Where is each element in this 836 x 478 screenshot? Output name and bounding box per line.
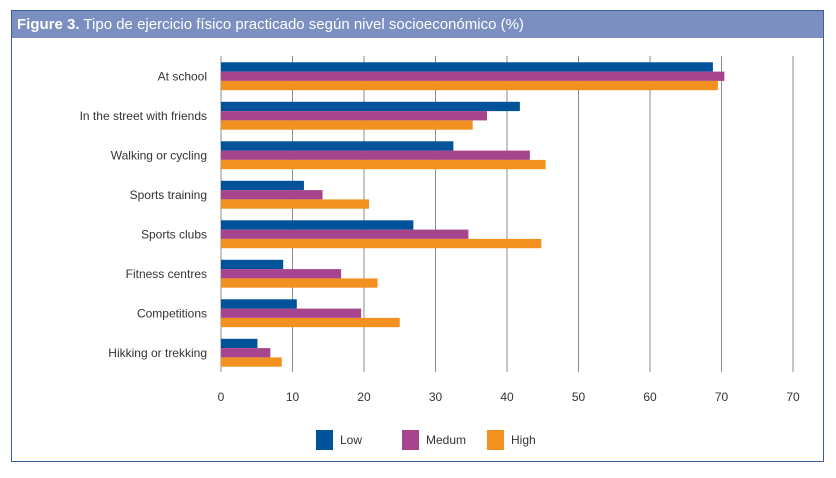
bar-high	[221, 159, 546, 170]
bar-low	[221, 220, 414, 230]
bar-low	[221, 101, 520, 112]
figure-title: Figure 3. Tipo de ejercicio físico pract…	[12, 11, 823, 38]
x-tick-label: 60	[643, 390, 657, 404]
bar-low	[221, 141, 454, 151]
category-label: Sports training	[130, 188, 207, 202]
bar-medum	[221, 150, 530, 160]
bar-low	[221, 62, 713, 72]
figure-label: Figure 3.	[17, 16, 80, 33]
bar-medum	[221, 71, 725, 81]
bar-high	[221, 199, 370, 209]
bar-low	[221, 259, 284, 270]
bar-low	[221, 338, 258, 349]
category-label: Fitness centres	[126, 267, 207, 281]
category-label: Competitions	[137, 306, 207, 320]
x-tick-label: 30	[429, 390, 443, 404]
category-label: At school	[158, 69, 207, 83]
bar-high	[221, 357, 282, 367]
bar-low	[221, 180, 304, 191]
x-tick-label: 70	[786, 390, 800, 404]
bar-high	[221, 120, 473, 130]
bar-medum	[221, 190, 323, 200]
x-tick-label: 40	[500, 390, 514, 404]
bar-high	[221, 238, 542, 249]
category-label: In the street with friends	[80, 109, 207, 123]
bar-high	[221, 317, 400, 328]
bar-medum	[221, 348, 271, 358]
x-tick-label: 20	[357, 390, 371, 404]
x-tick-label: 0	[218, 390, 225, 404]
legend-label: High	[511, 433, 536, 447]
legend-swatch-low	[316, 430, 333, 450]
legend-swatch-high	[487, 430, 504, 450]
x-tick-label: 50	[572, 390, 586, 404]
bar-high	[221, 278, 378, 288]
bar-high	[221, 80, 718, 91]
x-tick-label: 10	[286, 390, 300, 404]
x-tick-label: 70	[715, 390, 729, 404]
figure-frame: Figure 3. Tipo de ejercicio físico pract…	[11, 10, 824, 462]
legend-label: Medum	[426, 433, 466, 447]
bar-medum	[221, 229, 469, 239]
category-label: Walking or cycling	[111, 148, 207, 162]
bar-low	[221, 299, 297, 309]
legend-label: Low	[340, 433, 362, 447]
category-label: Hikking or trekking	[108, 346, 207, 360]
bar-medum	[221, 269, 342, 279]
figure-title-text: Tipo de ejercicio físico practicado segú…	[83, 16, 524, 33]
category-label: Sports clubs	[141, 227, 207, 241]
bar-medum	[221, 111, 487, 121]
legend-swatch-medum	[402, 430, 419, 450]
bar-medum	[221, 308, 362, 318]
